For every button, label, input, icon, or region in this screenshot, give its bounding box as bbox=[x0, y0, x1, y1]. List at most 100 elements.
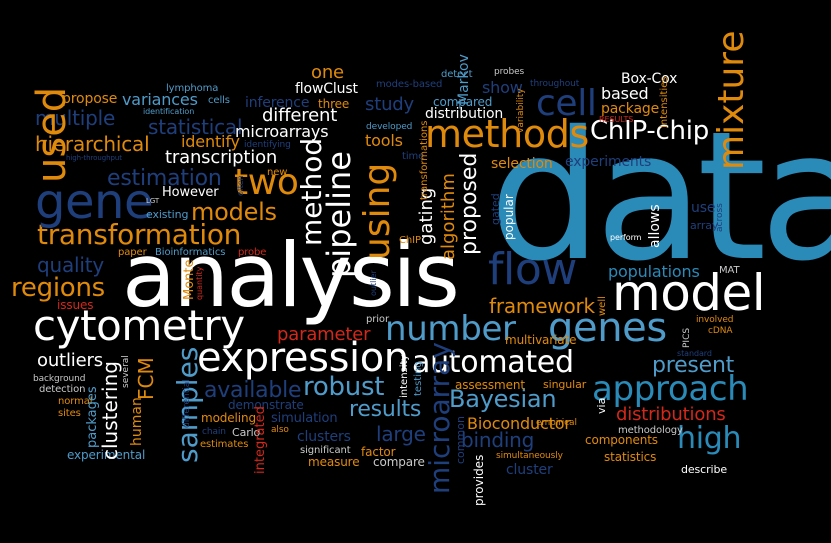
word-propose: propose bbox=[62, 91, 118, 107]
word-variances: variances bbox=[122, 90, 198, 109]
word-several: several bbox=[121, 355, 131, 388]
word-perform: perform bbox=[610, 233, 642, 242]
word-transformations: transformations bbox=[419, 120, 430, 200]
word-results: results bbox=[349, 397, 422, 422]
word-methodology: methodology bbox=[618, 425, 683, 436]
word-outlier: outlier bbox=[369, 270, 378, 296]
word-analysis: analysis bbox=[122, 224, 460, 327]
word-used: used bbox=[29, 86, 75, 183]
word-automated: automated bbox=[412, 345, 574, 380]
word-robust: robust bbox=[303, 372, 385, 402]
word-microarray: microarray bbox=[423, 342, 456, 494]
word-multivariate: multivariate bbox=[505, 333, 577, 347]
word-populations: populations bbox=[608, 262, 700, 281]
word-probes: probes bbox=[494, 67, 525, 77]
word-paper: paper bbox=[118, 247, 147, 258]
word-new: new bbox=[267, 167, 288, 178]
word-transcription: transcription bbox=[165, 147, 278, 168]
word-compare: compare bbox=[373, 455, 425, 469]
word-markov: Markov bbox=[456, 54, 472, 105]
word-methods: methods bbox=[425, 112, 589, 156]
word-existing: existing bbox=[146, 208, 189, 221]
word-via: via bbox=[595, 397, 608, 414]
word-significant: significant bbox=[300, 445, 351, 456]
word-often: often bbox=[236, 175, 245, 196]
word-developed: developed bbox=[366, 122, 413, 132]
word-chip-chip: ChIP-chip bbox=[590, 116, 709, 146]
word-background: background bbox=[33, 374, 86, 384]
word-quantity: quantity bbox=[195, 266, 204, 300]
word-assessment: assessment bbox=[455, 378, 525, 392]
word-factor: factor bbox=[361, 445, 396, 459]
word-binding: binding bbox=[461, 428, 535, 452]
word-flowclust: flowClust bbox=[295, 81, 358, 97]
word-results-caps: RESULTS bbox=[599, 115, 634, 124]
word-high-throughput: high-throughput bbox=[66, 154, 122, 162]
word-cdna: cDNA bbox=[708, 326, 733, 336]
word-different: different bbox=[262, 105, 338, 126]
word-involved: involved bbox=[696, 315, 734, 325]
word-two: two bbox=[234, 162, 299, 203]
word-using: using bbox=[357, 162, 398, 260]
word-carlo: Carlo bbox=[232, 426, 261, 439]
word-sites: sites bbox=[58, 408, 81, 419]
word-integrated: integrated bbox=[253, 406, 268, 474]
word-outliers: outliers bbox=[37, 350, 103, 371]
word-algorithm: algorithm bbox=[438, 173, 459, 260]
word-also: also bbox=[271, 425, 289, 435]
word-mat: MAT bbox=[719, 265, 740, 276]
word-testing: testing bbox=[413, 361, 424, 396]
word-bayesian: Bayesian bbox=[449, 385, 557, 413]
word-estimates: estimates bbox=[200, 439, 249, 450]
word-array: array bbox=[690, 219, 719, 232]
word-throughout: throughout bbox=[530, 79, 580, 89]
word-package: package bbox=[601, 101, 660, 117]
word-gene: gene bbox=[35, 174, 154, 230]
word-hierarchical: hierarchical bbox=[35, 132, 150, 156]
word-cell: cell bbox=[536, 83, 597, 124]
word-distributions: distributions bbox=[616, 404, 726, 425]
word-flow: flow bbox=[488, 244, 577, 295]
word-however: However bbox=[162, 185, 219, 200]
word-bioconductor: Bioconductor bbox=[467, 414, 571, 433]
word-prior: prior bbox=[366, 314, 389, 325]
word-based: based bbox=[601, 84, 649, 103]
word-large: large bbox=[376, 422, 426, 446]
word-quality: quality bbox=[37, 253, 105, 277]
word-present: present bbox=[652, 353, 735, 378]
word-regions: regions bbox=[11, 273, 105, 303]
word-three: three bbox=[318, 97, 350, 111]
word-experiments: experiments bbox=[565, 154, 652, 170]
word-allows: allows bbox=[647, 204, 663, 248]
word-available: available bbox=[204, 378, 302, 403]
word-variability: variability bbox=[516, 88, 526, 133]
word-show: show bbox=[482, 78, 523, 97]
word-multiple: multiple bbox=[35, 106, 116, 130]
word-compared: compared bbox=[433, 95, 493, 109]
word-bioinformatics: Bioinformatics bbox=[155, 247, 226, 258]
word-microarrays: microarrays bbox=[235, 122, 329, 141]
word-data: data bbox=[489, 93, 831, 300]
word-simulation: simulation bbox=[271, 411, 338, 426]
word-statistics: statistics bbox=[604, 450, 657, 464]
word-time: time bbox=[402, 151, 425, 162]
word-estimation: estimation bbox=[107, 166, 222, 191]
word-demonstrate: demonstrate bbox=[228, 398, 304, 412]
word-study: study bbox=[365, 94, 415, 115]
word-differential: differential bbox=[182, 379, 192, 428]
word-chain: chain bbox=[202, 427, 226, 437]
word-intensities: intensities bbox=[659, 76, 670, 128]
word-describe: describe bbox=[681, 463, 727, 476]
word-use: use bbox=[691, 200, 716, 216]
word-gated: gated bbox=[489, 193, 502, 225]
word-tools: tools bbox=[365, 131, 403, 150]
word-transformation: transformation bbox=[37, 218, 242, 251]
word-singular: singular bbox=[543, 378, 587, 391]
word-box-cox: Box-Cox bbox=[621, 71, 678, 87]
word-lgt: LGT bbox=[146, 197, 160, 205]
word-modes-based: modes-based bbox=[376, 79, 443, 90]
word-chip: ChIP bbox=[399, 235, 421, 246]
word-components: components bbox=[585, 433, 658, 447]
word-statistical: statistical bbox=[148, 115, 243, 139]
word-packages: packages bbox=[85, 386, 100, 448]
